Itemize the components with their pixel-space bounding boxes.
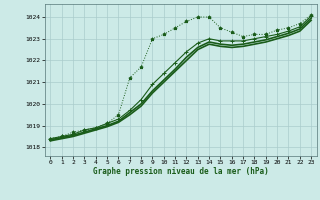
X-axis label: Graphe pression niveau de la mer (hPa): Graphe pression niveau de la mer (hPa) [93,167,269,176]
